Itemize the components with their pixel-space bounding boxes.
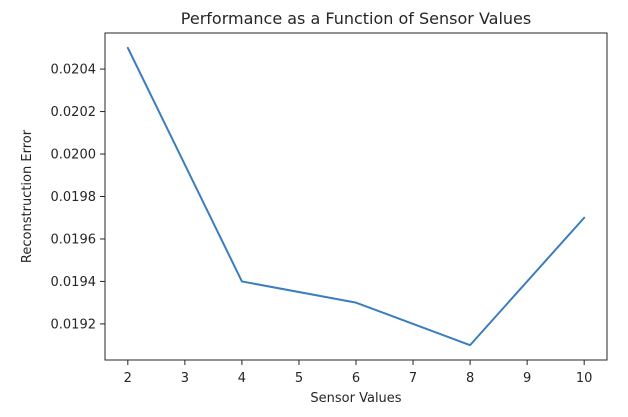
y-tick-label: 0.0196 bbox=[51, 232, 97, 247]
y-tick-label: 0.0202 bbox=[51, 105, 97, 120]
x-axis-label: Sensor Values bbox=[310, 391, 401, 406]
x-tick-label: 7 bbox=[409, 371, 417, 386]
x-tick-label: 8 bbox=[466, 371, 474, 386]
series-line bbox=[126, 46, 586, 347]
y-tick-label: 0.0204 bbox=[51, 63, 97, 78]
y-tick-label: 0.0198 bbox=[51, 190, 97, 205]
x-tick-label: 6 bbox=[352, 371, 360, 386]
y-tick-label: 0.0192 bbox=[51, 317, 97, 332]
x-tick-label: 4 bbox=[238, 371, 246, 386]
y-axis-label: Reconstruction Error bbox=[20, 129, 35, 263]
y-tick-label: 0.0194 bbox=[51, 275, 97, 290]
chart-title: Performance as a Function of Sensor Valu… bbox=[181, 9, 531, 28]
series-layer bbox=[126, 46, 586, 347]
x-tick-label: 10 bbox=[576, 371, 593, 386]
plot-area-frame bbox=[104, 32, 608, 361]
x-tick-label: 3 bbox=[181, 371, 189, 386]
y-axis-ticks: 0.0192 0.0194 0.0196 0.0198 0.0200 0.0202 0.02… bbox=[51, 63, 105, 332]
x-tick-label: 9 bbox=[523, 371, 531, 386]
x-tick-label: 5 bbox=[295, 371, 303, 386]
y-tick-label: 0.0200 bbox=[51, 148, 97, 163]
x-tick-label: 2 bbox=[124, 371, 132, 386]
x-axis-ticks: 2 3 4 5 6 7 8 9 10 bbox=[124, 360, 593, 386]
